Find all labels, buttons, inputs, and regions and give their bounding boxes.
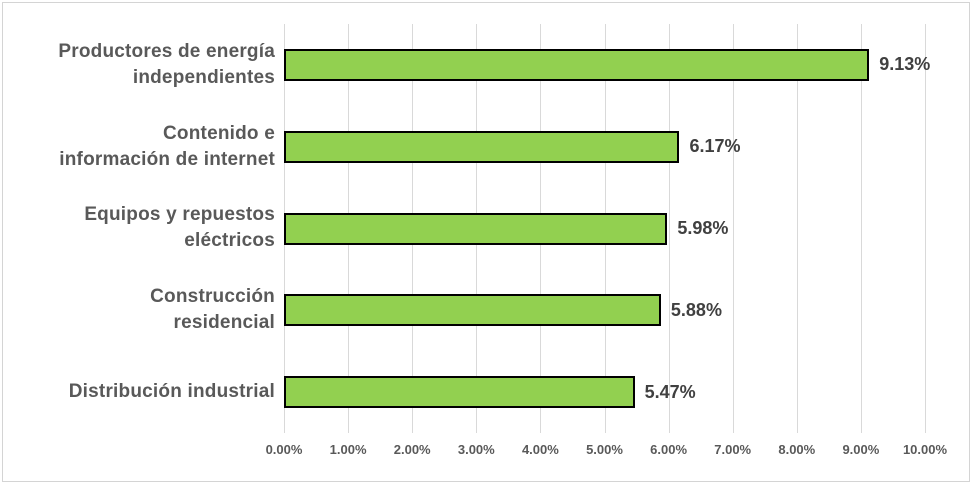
category-label-line: Distribución industrial (68, 381, 275, 403)
category-label: Equipos y repuestos eléctricos (9, 188, 275, 270)
x-axis-tick-label: 10.00% (902, 442, 948, 457)
bar (284, 376, 635, 409)
category-label-line: residencial (173, 312, 275, 334)
gridline (668, 24, 670, 433)
x-axis-tick-label: 3.00% (457, 442, 495, 457)
category-label-line: Productores de energía (58, 40, 275, 62)
gridline (860, 24, 862, 433)
bar (284, 130, 680, 163)
x-axis-tick-label: 8.00% (778, 442, 816, 457)
value-label: 6.17% (689, 136, 741, 157)
x-axis-tick-label: 9.00% (842, 442, 880, 457)
x-axis-tick-label: 6.00% (650, 442, 688, 457)
value-label: 5.88% (670, 299, 722, 320)
category-label: Distribución industrial (9, 351, 275, 433)
value-label: 5.98% (677, 218, 729, 238)
category-label: Contenido e información de internet (9, 106, 275, 188)
gridline (796, 24, 798, 433)
gridline (925, 24, 926, 433)
x-axis-tick-label: 7.00% (714, 442, 752, 457)
bar (284, 294, 661, 327)
gridline (732, 24, 734, 433)
category-label-line: Equipos y repuestos (84, 204, 275, 226)
value-label: 9.13% (879, 54, 931, 75)
value-label: 5.47% (644, 381, 696, 402)
bar (284, 212, 668, 245)
x-axis-tick-label: 1.00% (329, 442, 367, 457)
x-axis-tick-label: 0.00% (265, 442, 303, 457)
category-label-line: Contenido e (163, 122, 275, 144)
category-label-line: eléctricos (184, 230, 275, 252)
x-axis-tick-label: 4.00% (521, 442, 559, 457)
category-label: Construcción residencial (9, 269, 275, 351)
x-axis-tick-label: 5.00% (586, 442, 623, 457)
category-label-line: Construcción (150, 286, 275, 308)
x-axis-tick-label: 2.00% (393, 442, 431, 457)
bar (284, 48, 870, 81)
category-label-line: información de internet (59, 148, 275, 170)
category-label: Productores de energía independientes (9, 24, 275, 106)
category-label-line: independientes (132, 66, 275, 88)
